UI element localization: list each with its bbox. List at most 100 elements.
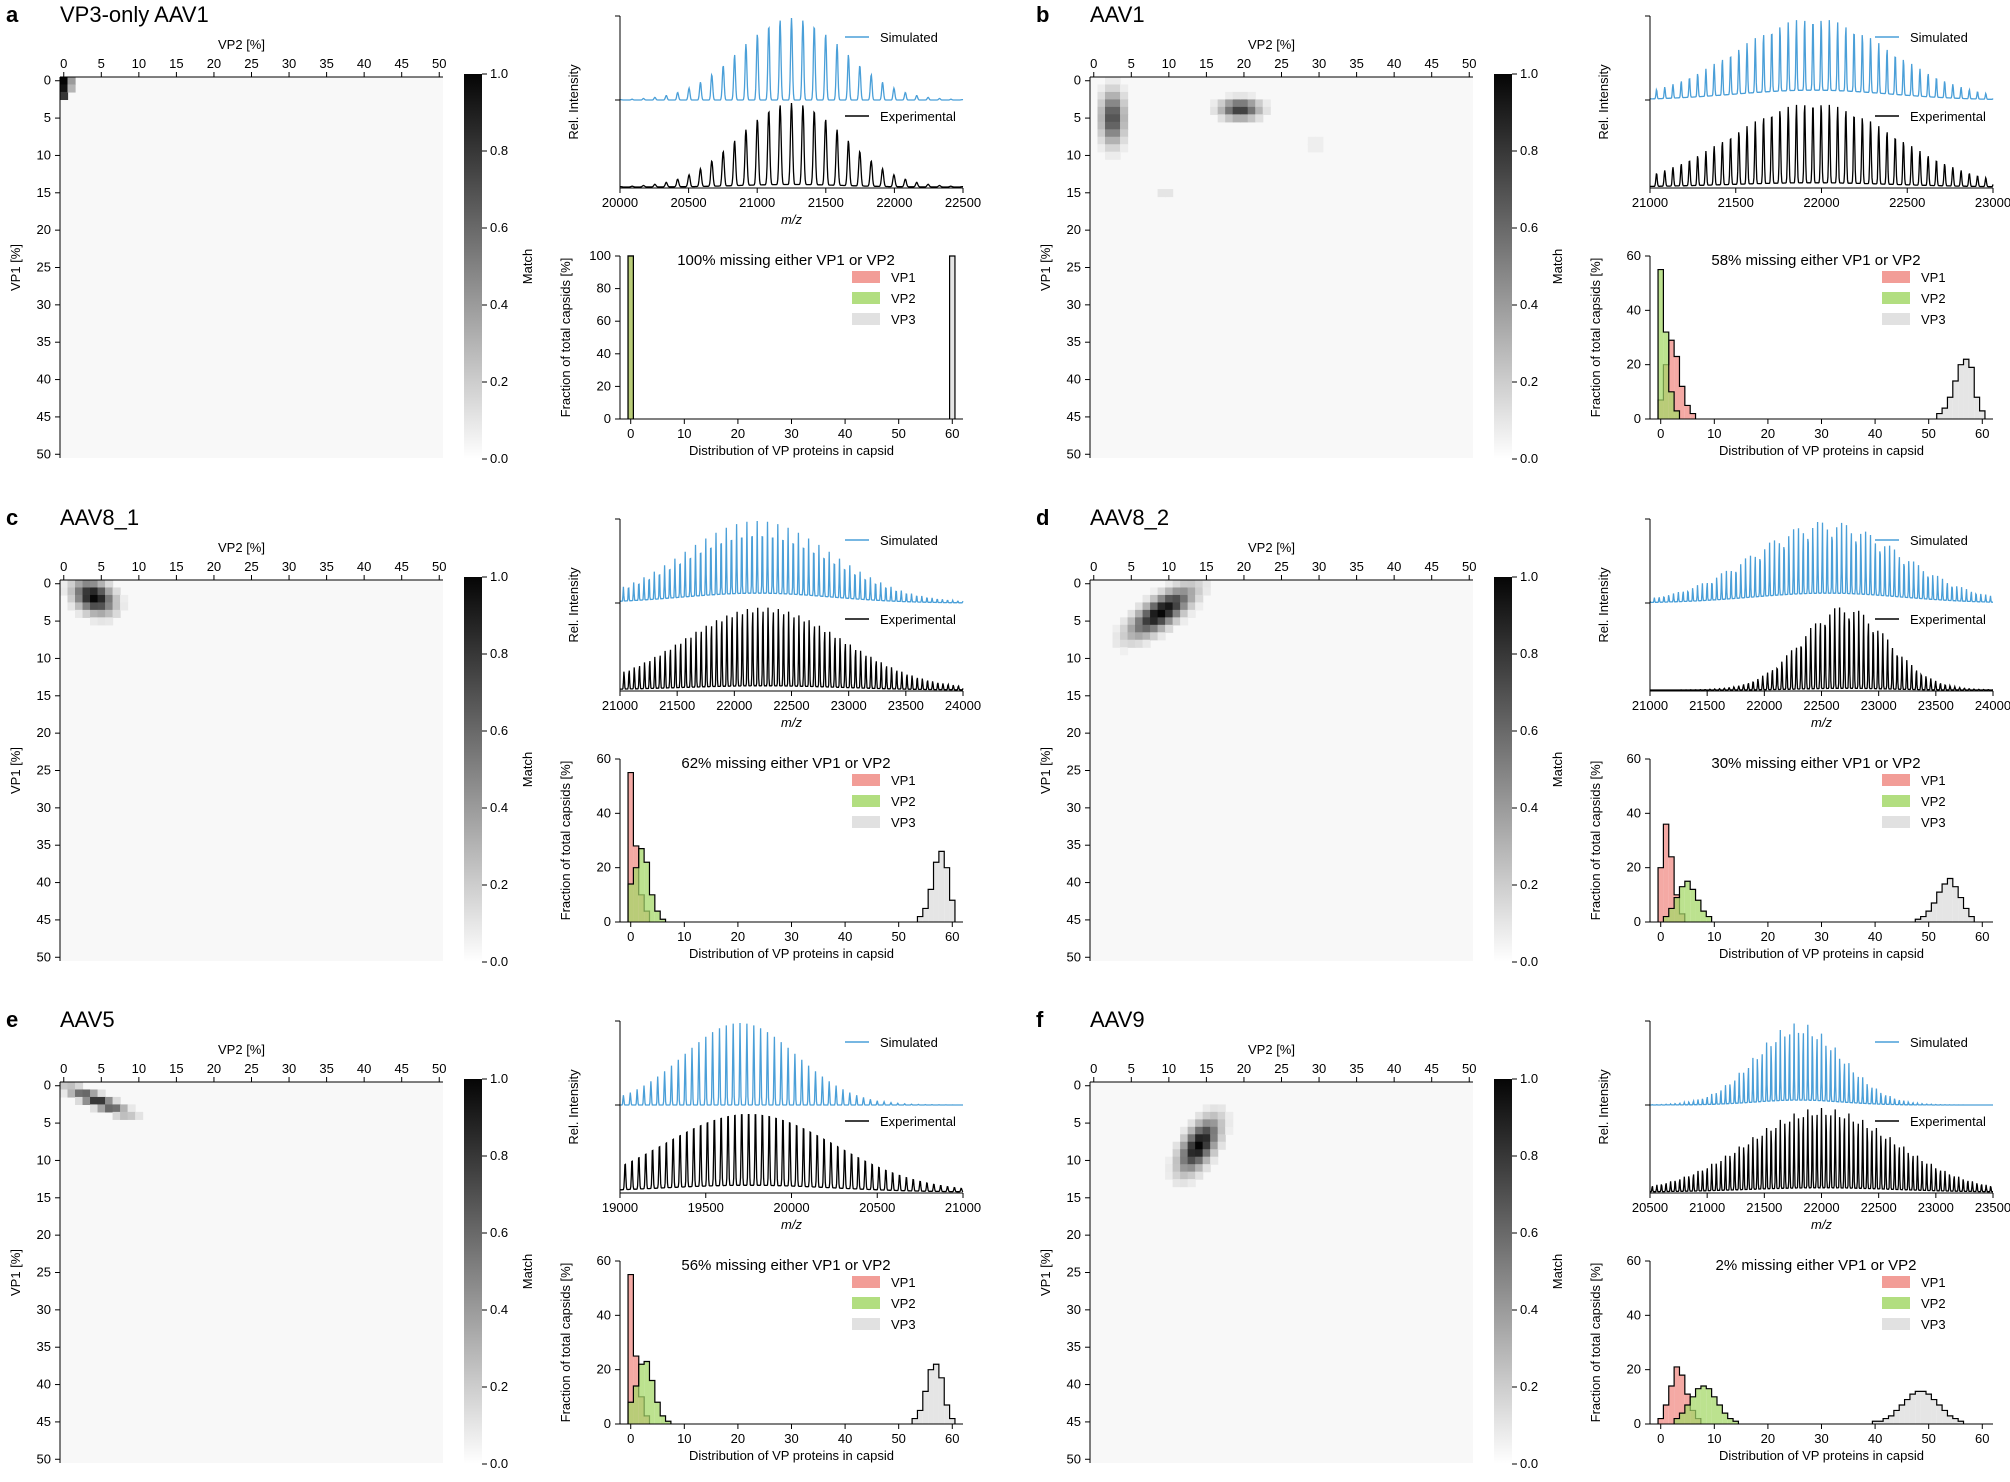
spectrum-x-tick-label: 22500	[1889, 195, 1925, 210]
colorbar-tick-label: 0.2	[490, 877, 508, 892]
spectrum-x-tick-label: 23000	[831, 698, 867, 713]
colorbar-tick-label: 0.8	[1520, 143, 1538, 158]
heatmap-cell	[1112, 151, 1121, 160]
heatmap-x-tick-label: 35	[319, 56, 333, 71]
heatmap-x-tick-label: 45	[1424, 559, 1438, 574]
heatmap-cell	[1105, 91, 1114, 101]
colorbar-bar	[1494, 577, 1512, 962]
heatmap-cell	[1172, 1156, 1181, 1165]
histogram-bar-vp3	[1942, 408, 1948, 419]
heatmap-cell	[1210, 1119, 1219, 1128]
heatmap-cell	[1195, 580, 1204, 589]
heatmap-cell	[1112, 77, 1121, 86]
histogram-bar-vp3	[1893, 1410, 1900, 1424]
histogram-bar-vp2	[1674, 1418, 1680, 1424]
histogram-x-label: Distribution of VP proteins in capsid	[689, 1448, 894, 1463]
heatmap-cell	[1120, 647, 1129, 656]
heatmap-x-tick-label: 40	[1387, 56, 1401, 71]
colorbar-tick-label: 1.0	[490, 66, 508, 81]
heatmap-cell	[90, 1089, 99, 1098]
histogram: 0 20 40 60 80 100 0 10 20 30 40 50 60 Distribution of…	[558, 248, 963, 458]
heatmap-x-tick-label: 5	[1128, 559, 1135, 574]
heatmap-x-tick-label: 0	[60, 559, 67, 574]
colorbar-tick-label: 0.0	[490, 1456, 508, 1471]
heatmap-y-label: VP1 [%]	[8, 747, 23, 794]
histogram-bar-vp3	[949, 900, 955, 922]
heatmap-y-label: VP1 [%]	[1038, 244, 1053, 291]
histogram-outline-vp3	[1871, 1390, 1965, 1424]
heatmap-cell	[112, 594, 121, 604]
heatmap-cell	[1195, 1111, 1204, 1120]
spectrum-x-tick-label: 20500	[1632, 1200, 1668, 1215]
heatmap-y-tick-label: 25	[1067, 763, 1081, 778]
histogram-bar-vp3	[1974, 397, 1980, 419]
heatmap-cell	[1172, 1171, 1181, 1180]
legend-vp3-swatch	[852, 1318, 880, 1330]
heatmap-cell	[67, 594, 76, 604]
heatmap-background	[1090, 1082, 1473, 1463]
spectrum-x-tick-label: 23500	[888, 698, 924, 713]
histogram-x-tick-label: 50	[891, 1431, 905, 1446]
heatmap-cell	[1120, 639, 1129, 648]
histogram-bar-vp3	[912, 1418, 918, 1424]
histogram-bar-vp2	[1716, 1404, 1723, 1424]
legend-experimental-label: Experimental	[1910, 109, 1986, 124]
heatmap-x-tick-label: 10	[132, 559, 146, 574]
histogram-bar-vp3	[1963, 908, 1969, 922]
histogram-bar-vp3	[933, 862, 939, 922]
histogram: 0 20 40 60 0 10 20 30 40 50 60 Distribution of VP p…	[558, 1253, 963, 1463]
simulated-spectrum-line	[1650, 1023, 1993, 1106]
spectrum-x-tick-label: 21000	[1632, 698, 1668, 713]
heatmap-x-tick-label: 15	[169, 559, 183, 574]
heatmap-cell	[1157, 624, 1166, 633]
heatmap-x-tick-label: 50	[1462, 559, 1476, 574]
heatmap-cell	[90, 587, 99, 596]
heatmap-cell	[1202, 1149, 1211, 1158]
histogram-y-label: Fraction of total capsids [%]	[1588, 1263, 1603, 1423]
spectrum-x-tick-label: 24000	[1975, 698, 2010, 713]
spectrum-x-label: m/z	[781, 212, 802, 227]
histogram-bar-vp3	[1931, 902, 1937, 922]
spectrum-x-tick-label: 23000	[1918, 1200, 1954, 1215]
histogram-bar-vp3	[1942, 883, 1948, 922]
experimental-spectrum-line	[619, 607, 964, 691]
heatmap-cell	[1255, 106, 1264, 115]
heatmap-x-tick-label: 40	[1387, 559, 1401, 574]
spectrum-x-label: m/z	[1811, 1217, 1832, 1232]
legend-vp1-label: VP1	[891, 270, 916, 285]
heatmap-y-tick-label: 50	[37, 1451, 51, 1466]
histogram-y-tick-label: 40	[597, 346, 611, 361]
legend-experimental-label: Experimental	[880, 612, 956, 627]
colorbar-tick-label: 0.4	[1520, 800, 1538, 815]
histogram-bar-vp2	[628, 883, 634, 922]
heatmap-cell	[1210, 1156, 1219, 1165]
histogram-bar-vp2	[1706, 916, 1712, 922]
histogram-bar-vp3	[1915, 1391, 1921, 1424]
heatmap-x-tick-label: 20	[1237, 56, 1251, 71]
colorbar-tick-label: 0.2	[1520, 1379, 1538, 1394]
legend-simulated-label: Simulated	[1910, 30, 1968, 45]
heatmap-cell	[1135, 624, 1144, 633]
heatmap-x-tick-label: 0	[1090, 56, 1097, 71]
histogram-x-tick-label: 40	[838, 426, 852, 441]
heatmap-cell	[1112, 136, 1121, 145]
heatmap-cell	[1165, 1171, 1174, 1180]
spectrum-x-tick-label: 21000	[945, 1200, 981, 1215]
legend-vp3-swatch	[1882, 816, 1910, 828]
histogram-x-tick-label: 0	[1657, 426, 1664, 441]
heatmap-cell	[1127, 617, 1136, 626]
heatmap-cell	[82, 1089, 91, 1098]
colorbar-tick-label: 0.2	[1520, 877, 1538, 892]
colorbar: 0.0 0.2 0.4 0.6 0.8 1.0 Match	[1494, 569, 1565, 969]
heatmap-x-tick-label: 35	[319, 559, 333, 574]
experimental-spectrum-line	[619, 1113, 964, 1193]
histogram-bar-vp2	[1674, 410, 1680, 419]
heatmap-cell	[75, 602, 84, 611]
heatmap-cell	[60, 580, 69, 589]
heatmap-x-tick-label: 10	[1162, 56, 1176, 71]
spectrum-x-tick-label: 23000	[1861, 698, 1897, 713]
heatmap-cell	[1172, 602, 1181, 611]
histogram-bar-vp2	[649, 894, 655, 922]
heatmap-x-tick-label: 25	[244, 56, 258, 71]
heatmap: 0 5 10 15 20 25 30 35 40 45 50 0 5 10 15 20 25 30 35 40 45 50…	[1038, 1042, 1476, 1466]
